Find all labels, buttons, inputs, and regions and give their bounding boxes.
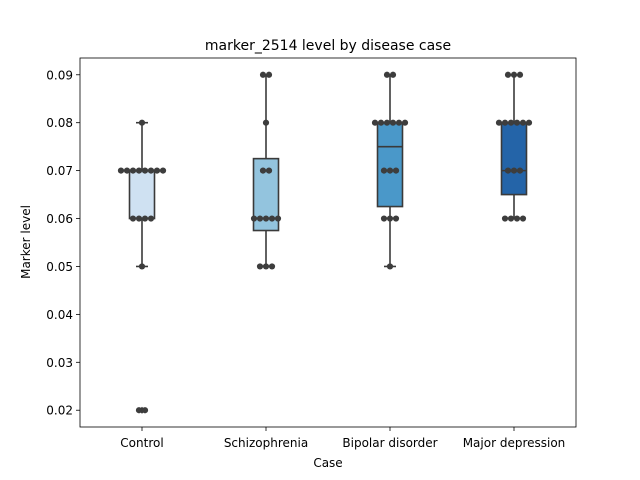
point-1-0.0600-4 <box>274 215 282 222</box>
point-2-0.0800-4 <box>395 119 403 126</box>
point-1-0.0600-2 <box>262 215 270 222</box>
box-2 <box>376 121 404 208</box>
point-2-0.0700-2 <box>392 167 400 174</box>
point-0-0.0700-3 <box>135 167 143 174</box>
point-3-0.0700-0 <box>504 167 512 174</box>
point-0-0.0700-6 <box>153 167 161 174</box>
point-1-0.0600-1 <box>256 215 264 222</box>
point-3-0.0800-0 <box>495 119 503 126</box>
point-1-0.0500-2 <box>268 263 276 270</box>
point-0-0.0700-4 <box>141 167 149 174</box>
point-3-0.0600-1 <box>507 215 515 222</box>
point-1-0.0600-3 <box>268 215 276 222</box>
point-1-0.0900-1 <box>265 71 273 78</box>
point-3-0.0900-1 <box>510 71 518 78</box>
point-0-0.0600-0 <box>129 215 137 222</box>
point-2-0.0500-0 <box>386 263 394 270</box>
x-tick-label-1: Schizophrenia <box>224 436 308 450</box>
point-2-0.0600-0 <box>380 215 388 222</box>
point-2-0.0700-1 <box>386 167 394 174</box>
point-1-0.0500-1 <box>262 263 270 270</box>
point-3-0.0900-0 <box>504 71 512 78</box>
point-2-0.0800-0 <box>371 119 379 126</box>
point-0-0.0600-2 <box>141 215 149 222</box>
point-0-0.0600-1 <box>135 215 143 222</box>
y-tick-label-7: 0.09 <box>46 68 73 82</box>
point-2-0.0600-1 <box>386 215 394 222</box>
x-axis-label: Case <box>313 456 342 470</box>
x-tick-label-2: Bipolar disorder <box>342 436 437 450</box>
point-1-0.0700-0 <box>259 167 267 174</box>
y-tick-label-0: 0.02 <box>46 404 73 418</box>
point-2-0.0800-2 <box>383 119 391 126</box>
y-tick-label-5: 0.07 <box>46 164 73 178</box>
point-0-0.0700-0 <box>117 167 125 174</box>
point-3-0.0600-2 <box>513 215 521 222</box>
point-0-0.0700-1 <box>123 167 131 174</box>
point-0-0.0700-7 <box>159 167 167 174</box>
y-tick-label-3: 0.05 <box>46 260 73 274</box>
point-3-0.0800-1 <box>501 119 509 126</box>
point-3-0.0800-2 <box>507 119 515 126</box>
point-3-0.0600-0 <box>501 215 509 222</box>
point-2-0.0800-3 <box>389 119 397 126</box>
box-3 <box>500 121 528 196</box>
point-3-0.0800-4 <box>519 119 527 126</box>
point-0-0.0500-0 <box>138 263 146 270</box>
point-2-0.0600-2 <box>392 215 400 222</box>
y-tick-label-2: 0.04 <box>46 308 73 322</box>
point-1-0.0500-0 <box>256 263 264 270</box>
x-tick-label-3: Major depression <box>463 436 566 450</box>
point-2-0.0800-1 <box>377 119 385 126</box>
point-3-0.0700-2 <box>516 167 524 174</box>
point-3-0.0800-5 <box>525 119 533 126</box>
box-0 <box>128 169 156 220</box>
x-tick-label-0: Control <box>120 436 163 450</box>
chart-title: marker_2514 level by disease case <box>205 38 451 54</box>
y-axis-label: Marker level <box>19 205 33 279</box>
point-1-0.0800-0 <box>262 119 270 126</box>
point-0-0.0600-3 <box>147 215 155 222</box>
y-tick-label-4: 0.06 <box>46 212 73 226</box>
point-2-0.0700-0 <box>380 167 388 174</box>
point-3-0.0700-1 <box>510 167 518 174</box>
point-2-0.0900-1 <box>389 71 397 78</box>
point-3-0.0900-2 <box>516 71 524 78</box>
point-0-0.0700-2 <box>129 167 137 174</box>
point-2-0.0900-0 <box>383 71 391 78</box>
point-0-0.0800-0 <box>138 119 146 126</box>
point-1-0.0700-1 <box>265 167 273 174</box>
point-1-0.0600-0 <box>250 215 258 222</box>
point-0-0.0200-1 <box>141 407 149 414</box>
point-2-0.0800-5 <box>401 119 409 126</box>
point-0-0.0200-0 <box>135 407 143 414</box>
plot-frame <box>79 57 577 428</box>
y-tick-label-1: 0.03 <box>46 356 73 370</box>
point-0-0.0700-5 <box>147 167 155 174</box>
y-tick-label-6: 0.08 <box>46 116 73 130</box>
plot-area <box>117 71 533 414</box>
point-1-0.0900-0 <box>259 71 267 78</box>
point-3-0.0600-3 <box>519 215 527 222</box>
point-3-0.0800-3 <box>513 119 521 126</box>
